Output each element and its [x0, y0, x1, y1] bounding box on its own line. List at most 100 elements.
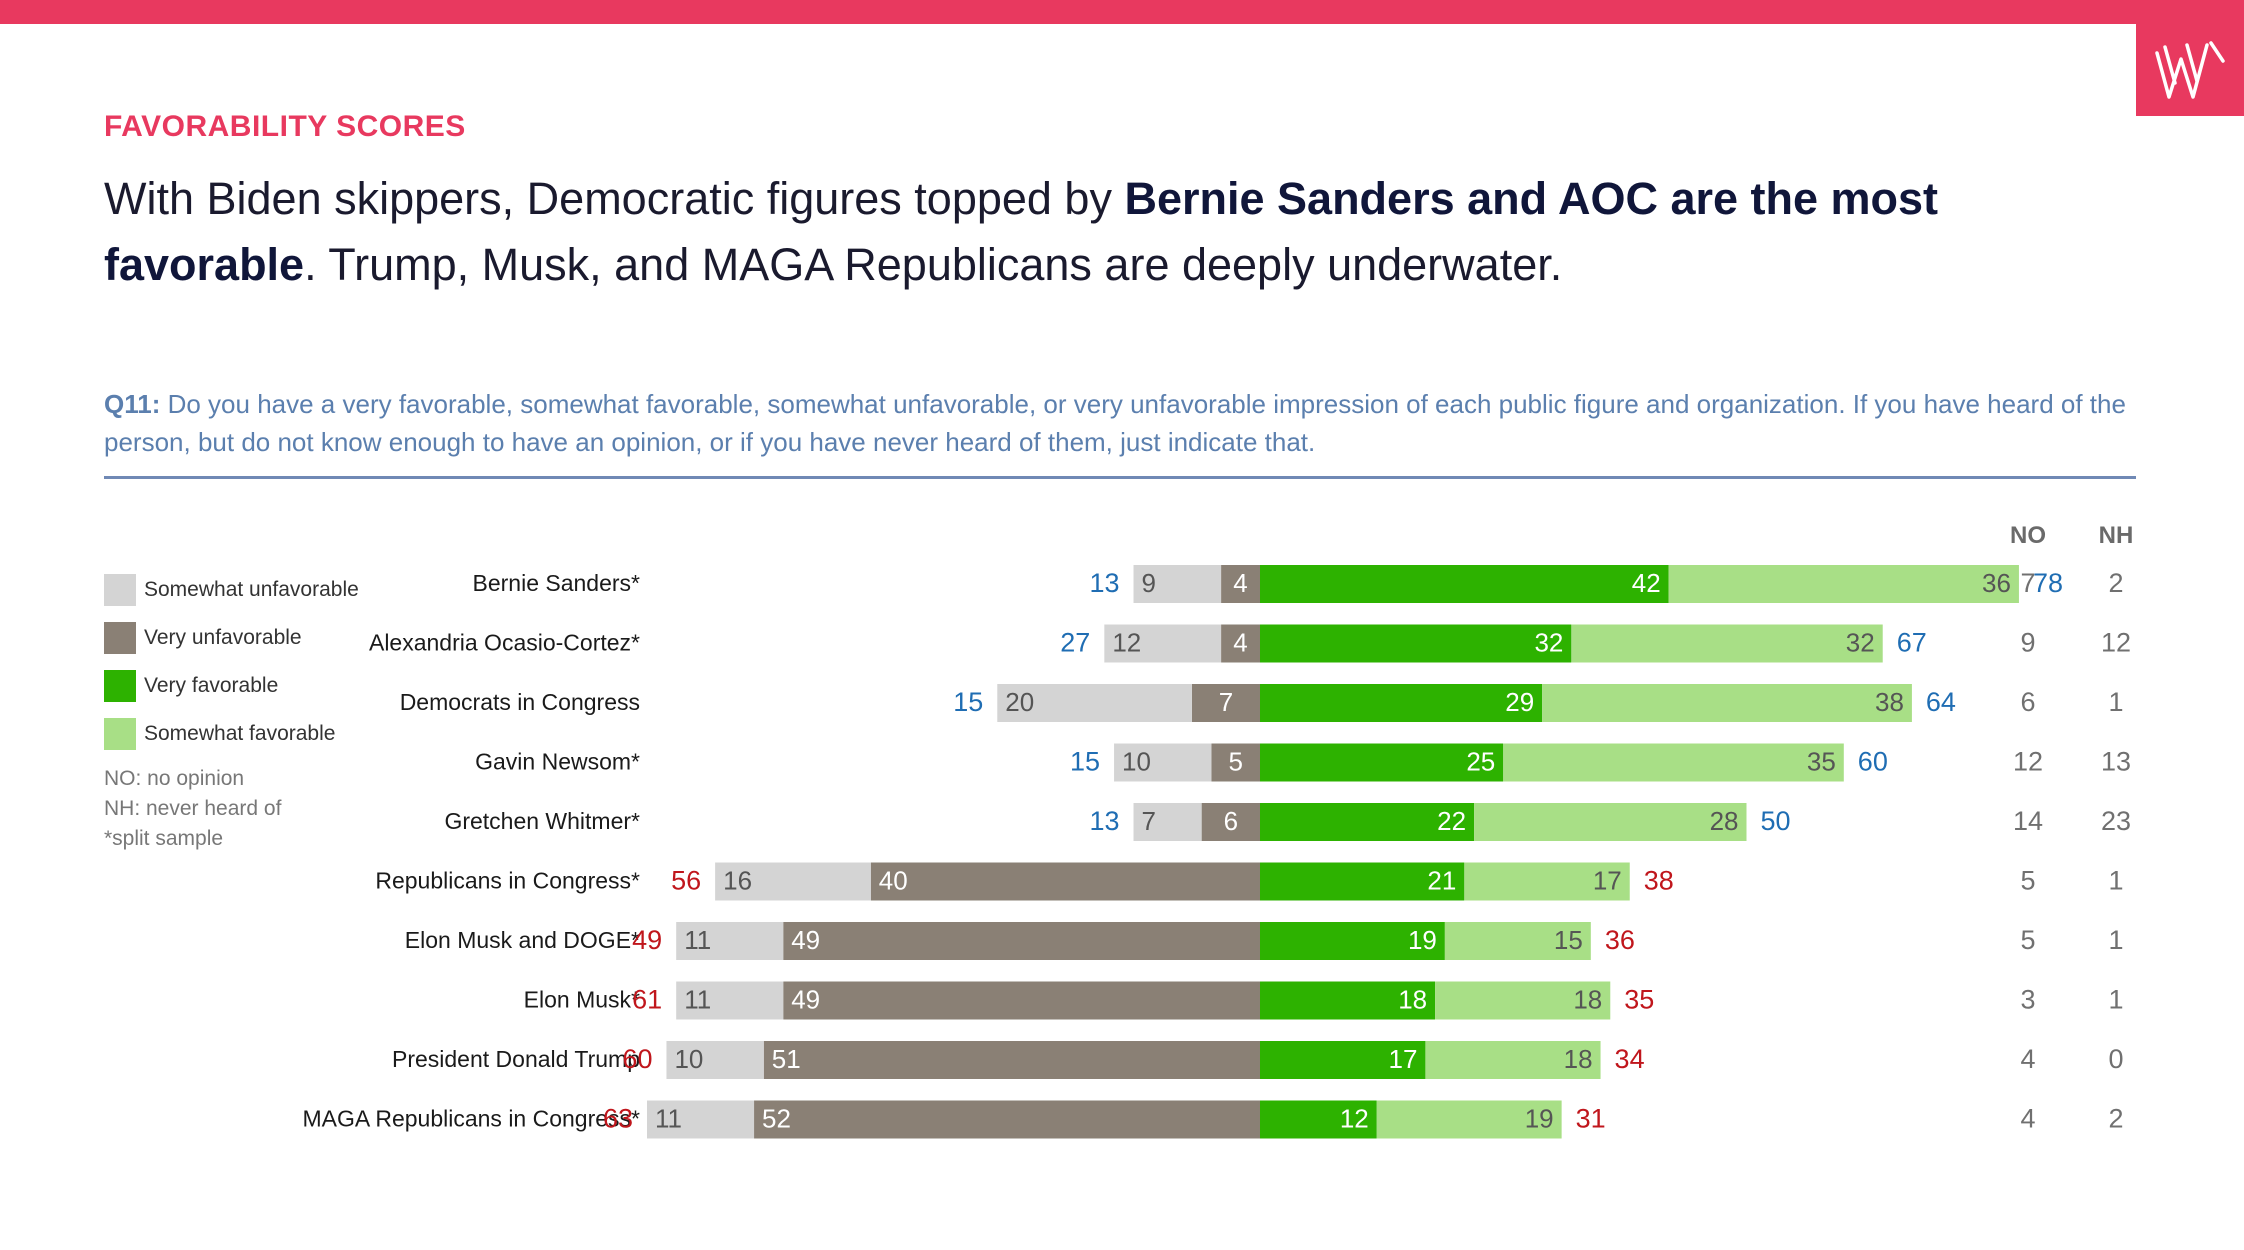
bar-somewhat-favorable — [1425, 1041, 1601, 1079]
never-heard-value: 1 — [2108, 687, 2123, 717]
data-label-very-favorable: 21 — [1427, 865, 1456, 895]
top-accent-bar — [0, 0, 2244, 24]
question-label: Q11: — [104, 389, 161, 419]
question-text: Q11: Do you have a very favorable, somew… — [104, 385, 2144, 461]
bar-somewhat-unfavorable — [647, 1100, 755, 1139]
no-opinion-value: 5 — [2020, 866, 2035, 896]
total-favorable-label: 35 — [1624, 985, 1654, 1015]
data-label-very-favorable: 19 — [1408, 925, 1437, 955]
data-label-somewhat-favorable: 28 — [1710, 806, 1739, 836]
data-label-very-unfavorable: 51 — [772, 1044, 801, 1074]
no-opinion-value: 6 — [2020, 687, 2035, 717]
bar-very-favorable — [1260, 565, 1669, 603]
bar-very-unfavorable — [870, 862, 1260, 901]
total-unfavorable-label: 13 — [1089, 568, 1119, 598]
bar-somewhat-favorable — [1444, 922, 1591, 960]
headline-part1: With Biden skippers, Democratic figures … — [104, 173, 1125, 224]
category-label: Elon Musk* — [524, 987, 640, 1013]
data-label-very-unfavorable: 4 — [1233, 627, 1247, 657]
data-label-very-unfavorable: 4 — [1233, 568, 1247, 598]
data-label-very-favorable: 29 — [1505, 687, 1534, 717]
data-label-somewhat-unfavorable: 11 — [684, 925, 711, 955]
bar-very-unfavorable — [1191, 684, 1260, 722]
data-label-very-unfavorable: 5 — [1228, 746, 1242, 776]
bar-somewhat-favorable — [1474, 803, 1747, 841]
data-label-somewhat-favorable: 15 — [1554, 925, 1583, 955]
data-label-somewhat-unfavorable: 10 — [1122, 746, 1151, 776]
divider — [104, 476, 2136, 479]
bar-somewhat-unfavorable — [1133, 565, 1222, 603]
headline-bold: Bernie Sanders and AOC are the most favo… — [104, 173, 1939, 290]
data-label-very-unfavorable: 49 — [791, 984, 820, 1014]
data-label-somewhat-unfavorable: 7 — [1142, 806, 1156, 836]
data-label-somewhat-favorable: 19 — [1525, 1103, 1554, 1133]
total-unfavorable-label: 15 — [953, 687, 983, 717]
legend-label: Very favorable — [144, 674, 279, 697]
bar-somewhat-unfavorable — [1133, 803, 1202, 841]
data-label-somewhat-unfavorable: 9 — [1142, 568, 1156, 598]
bar-very-favorable — [1260, 922, 1445, 960]
page-title: With Biden skippers, Democratic figures … — [104, 166, 2064, 298]
data-label-somewhat-favorable: 18 — [1573, 984, 1602, 1014]
category-label: Democrats in Congress — [400, 689, 640, 715]
total-favorable-label: 36 — [1605, 925, 1635, 955]
bar-somewhat-favorable — [1542, 684, 1912, 722]
legend-item-somewhat-favorable: Somewhat favorable — [104, 710, 359, 758]
bar-very-unfavorable — [754, 1100, 1260, 1139]
data-label-somewhat-favorable: 35 — [1807, 746, 1836, 776]
column-header-nh: NH — [2098, 522, 2134, 549]
bar-very-favorable — [1260, 743, 1504, 782]
data-label-somewhat-unfavorable: 10 — [674, 1044, 703, 1074]
note-never-heard: NH: never heard of — [104, 797, 282, 820]
data-label-somewhat-unfavorable: 16 — [723, 865, 752, 895]
no-opinion-value: 4 — [2020, 1104, 2035, 1134]
question-body: Do you have a very favorable, somewhat f… — [104, 389, 2126, 457]
bar-very-favorable — [1260, 624, 1572, 663]
data-label-very-favorable: 18 — [1398, 984, 1427, 1014]
never-heard-value: 2 — [2108, 568, 2123, 598]
headline-part2: . Trump, Musk, and MAGA Republicans are … — [304, 239, 1563, 290]
data-label-somewhat-favorable: 17 — [1593, 865, 1622, 895]
bar-somewhat-favorable — [1464, 862, 1630, 901]
note-split-sample: *split sample — [104, 827, 224, 850]
data-label-very-unfavorable: 7 — [1219, 687, 1233, 717]
total-favorable-label: 78 — [2033, 568, 2063, 598]
total-unfavorable-label: 56 — [671, 866, 701, 896]
legend-item-somewhat-unfavorable: Somewhat unfavorable — [104, 566, 359, 614]
total-favorable-label: 60 — [1858, 747, 1888, 777]
never-heard-value: 23 — [2101, 806, 2131, 836]
data-label-somewhat-unfavorable: 12 — [1112, 627, 1141, 657]
data-label-somewhat-unfavorable: 11 — [655, 1103, 682, 1133]
total-favorable-label: 67 — [1897, 628, 1927, 658]
bar-somewhat-favorable — [1668, 565, 2019, 603]
total-unfavorable-label: 61 — [632, 985, 662, 1015]
legend-swatch — [104, 718, 136, 750]
data-label-very-favorable: 17 — [1388, 1044, 1417, 1074]
legend-item-very-unfavorable: Very unfavorable — [104, 614, 359, 662]
total-favorable-label: 34 — [1615, 1044, 1645, 1074]
never-heard-value: 1 — [2108, 925, 2123, 955]
bar-somewhat-unfavorable — [676, 922, 784, 960]
bar-very-unfavorable — [1211, 743, 1260, 782]
bar-somewhat-unfavorable — [666, 1041, 764, 1079]
never-heard-value: 13 — [2101, 747, 2131, 777]
chart-notes: NO: no opinion NH: never heard of *split… — [104, 764, 281, 854]
bar-very-unfavorable — [763, 1041, 1260, 1079]
legend-label: Very unfavorable — [144, 626, 302, 649]
legend-item-very-favorable: Very favorable — [104, 662, 359, 710]
bar-very-favorable — [1260, 981, 1436, 1020]
total-unfavorable-label: 13 — [1089, 806, 1119, 836]
legend-label: Somewhat favorable — [144, 722, 336, 745]
total-unfavorable-label: 15 — [1070, 747, 1100, 777]
brand-logo-icon — [2155, 41, 2225, 99]
data-label-somewhat-favorable: 36 — [1982, 568, 2011, 598]
total-unfavorable-label: 60 — [622, 1044, 652, 1074]
column-header-no: NO — [2010, 522, 2046, 549]
data-label-very-unfavorable: 49 — [791, 925, 820, 955]
bar-somewhat-unfavorable — [715, 862, 871, 901]
total-unfavorable-label: 27 — [1060, 628, 1090, 658]
legend-label: Somewhat unfavorable — [144, 578, 359, 601]
bar-somewhat-unfavorable — [1104, 624, 1222, 663]
bar-very-unfavorable — [1221, 565, 1260, 603]
category-label: Elon Musk and DOGE* — [405, 927, 640, 953]
